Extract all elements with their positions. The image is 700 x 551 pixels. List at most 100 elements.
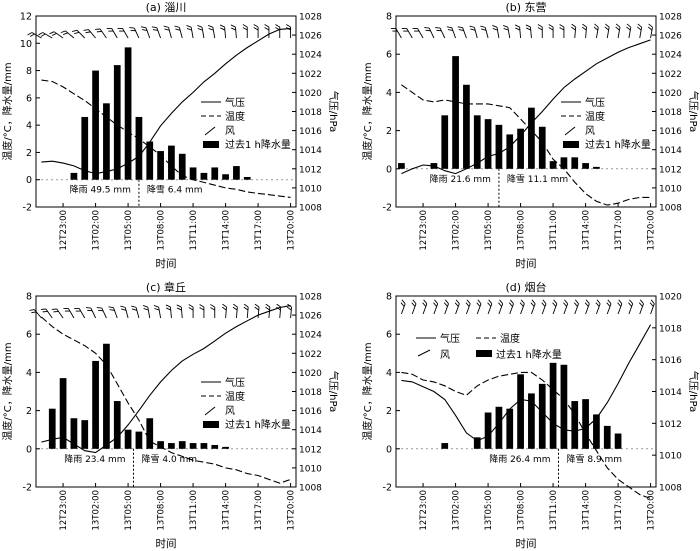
y-tick-label: 2 — [386, 406, 392, 417]
wind-barb — [38, 32, 53, 39]
precip-bar — [517, 128, 524, 169]
y-tick-label: 4 — [386, 368, 392, 379]
precip-bar — [495, 124, 503, 169]
wind-barb — [606, 299, 612, 315]
y2-tick-label: 1010 — [659, 452, 682, 462]
precip-bar — [233, 166, 240, 180]
wind-barb — [163, 25, 172, 39]
precip-bar — [571, 401, 579, 449]
x-axis-label: 时间 — [156, 537, 177, 550]
y2-tick-label: 1012 — [659, 165, 682, 175]
y2-tick-label: 1026 — [299, 312, 322, 322]
y2-axis-label: 气压/hPa — [687, 371, 700, 412]
precip-bar — [135, 116, 143, 180]
y2-tick-label: 1014 — [659, 146, 682, 156]
wind-barb — [254, 303, 260, 319]
x-tick-label: 12T23:00 — [59, 490, 69, 531]
legend-wind-swatch — [204, 406, 216, 416]
wind-barb — [626, 23, 632, 39]
legend: 气压 温度风 过去1 h降水量 — [416, 332, 562, 361]
wind-barb — [593, 23, 599, 39]
precip-bar — [211, 167, 219, 180]
x-tick-label: 13T17:00 — [254, 490, 264, 531]
y2-tick-label: 1014 — [299, 426, 322, 436]
x-tick-label: 13T08:00 — [517, 490, 527, 531]
precip-bar — [92, 360, 99, 449]
legend-wind-swatch — [204, 126, 216, 136]
y2-tick-label: 1020 — [659, 89, 682, 99]
precip-bar — [495, 406, 503, 449]
wind-barb — [242, 24, 248, 38]
precip-bar — [441, 443, 449, 449]
snow-total-label: 降雪 6.4 mm — [147, 184, 203, 196]
precip-bar — [189, 167, 197, 180]
wind-barb — [498, 299, 504, 315]
wind-barb — [221, 303, 227, 319]
precip-bar — [103, 343, 110, 449]
snow-total-label: 降雪 8.9 mm — [567, 453, 623, 465]
legend-temperature: 温度 — [500, 332, 520, 345]
wind-barb — [480, 25, 489, 39]
wind-barb — [286, 303, 292, 319]
y-tick-label: 2 — [26, 406, 32, 417]
precip-bar — [222, 174, 229, 180]
wind-barb — [502, 25, 511, 39]
wind-barb — [581, 23, 587, 39]
wind-barb — [571, 23, 577, 39]
x-tick-label: 12T23:00 — [419, 490, 429, 531]
wind-barb — [49, 31, 64, 39]
y2-tick-label: 1028 — [299, 13, 322, 23]
y2-tick-label: 1024 — [659, 51, 682, 61]
wind-barb — [411, 299, 417, 315]
y-tick-label: 8 — [26, 66, 32, 77]
y-tick-label: 8 — [386, 292, 392, 303]
x-tick-label: 13T02:00 — [92, 490, 102, 531]
y-axis-label: 温度/°C，降水量/mm — [361, 62, 374, 160]
wind-barb — [72, 29, 86, 39]
wind-barb — [454, 299, 460, 315]
precip-bar — [81, 420, 89, 449]
wind-barb — [63, 308, 75, 319]
y2-tick-label: 1028 — [299, 293, 322, 303]
panel-title: (c) 章丘 — [146, 280, 186, 294]
y2-axis-label: 气压/hPa — [327, 91, 340, 132]
legend-precip-swatch — [563, 141, 579, 148]
y2-tick-label: 1024 — [299, 331, 322, 341]
wind-barb — [264, 24, 270, 38]
precip-bar — [593, 414, 600, 449]
legend-precip-swatch — [203, 421, 219, 428]
y2-tick-label: 1026 — [659, 32, 682, 42]
x-tick-label: 13T11:00 — [189, 210, 199, 251]
precip-bar — [124, 429, 132, 449]
y2-tick-label: 1008 — [659, 484, 682, 494]
precip-bar — [222, 446, 229, 449]
wind-barb — [95, 28, 107, 39]
wind-barb — [637, 23, 643, 39]
panel-title: (d) 烟台 — [505, 280, 546, 294]
y-axis-label: 温度/°C，降水量/mm — [1, 342, 14, 440]
x-tick-label: 13T05:00 — [124, 210, 134, 251]
legend-precip-swatch — [203, 141, 219, 148]
x-tick-label: 13T08:00 — [517, 210, 527, 251]
precip-bar — [59, 378, 67, 449]
precip-bar — [571, 157, 579, 169]
legend-wind-swatch — [564, 126, 576, 136]
wind-barb — [537, 24, 543, 38]
y-tick-label: 0 — [386, 444, 392, 455]
wind-barb — [210, 304, 216, 318]
precip-bar — [398, 163, 405, 169]
precip-bar — [146, 141, 154, 180]
precip-bar — [528, 393, 535, 449]
y-tick-label: 2 — [26, 148, 32, 159]
wind-barb — [457, 26, 467, 39]
wind-barb — [165, 304, 172, 319]
wind-barb — [446, 26, 457, 39]
wind-barb — [265, 303, 271, 319]
precip-bar — [549, 161, 557, 169]
x-tick-label: 13T20:00 — [287, 210, 297, 251]
x-axis-label: 时间 — [516, 257, 537, 270]
wind-barb — [51, 308, 64, 319]
wind-barb — [174, 25, 183, 39]
x-tick-label: 12T23:00 — [419, 210, 429, 251]
